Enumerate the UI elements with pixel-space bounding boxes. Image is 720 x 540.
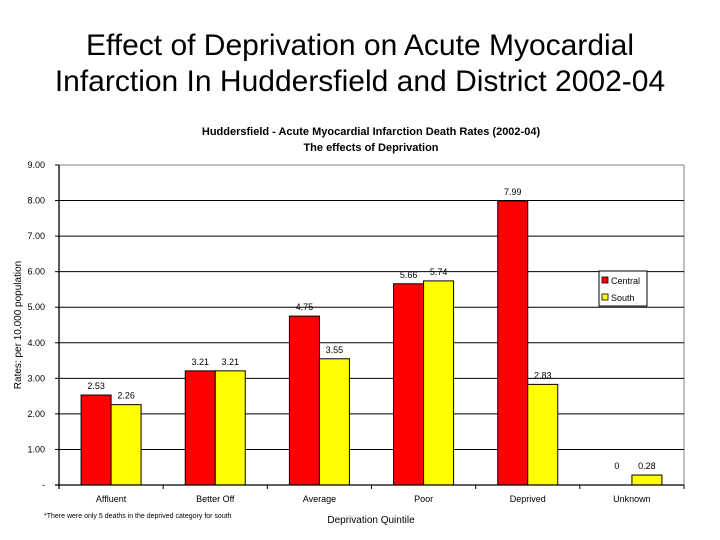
axes: - 1.00 2.00 3.00 4.00 5.00 6.00 7.00 8.00 9.00 Aff… (27, 160, 685, 504)
footnote: *There were only 5 deaths in the deprive… (44, 513, 232, 520)
bar-south (110, 404, 142, 486)
bar-central (80, 394, 112, 486)
data-label: 0 (614, 461, 619, 471)
x-tick-label: Average (303, 494, 336, 504)
y-tick-label: 8.00 (27, 196, 45, 206)
chart-subtitle: The effects of Deprivation (303, 142, 438, 154)
data-label: 3.55 (326, 345, 344, 355)
data-label: 0.28 (638, 461, 656, 471)
data-label: 5.74 (430, 267, 448, 277)
legend: Central South (598, 270, 648, 307)
y-tick-label: 1.00 (27, 444, 45, 454)
slide-title-line-1: Effect of Deprivation on Acute Myocardia… (85, 29, 635, 62)
legend-label-central: Central (611, 276, 640, 286)
y-tick-label: 4.00 (27, 338, 45, 348)
x-tick-label: Unknown (613, 494, 651, 504)
y-tick-label: 3.00 (27, 373, 45, 383)
x-tick-label: Deprived (510, 494, 546, 504)
bar-south (631, 474, 663, 486)
chart-title: Huddersfield - Acute Myocardial Infarcti… (202, 126, 541, 138)
data-label: 2.83 (534, 370, 552, 380)
data-labels: 2.53 2.26 3.21 3.21 4.75 3.55 5.66 5.74 7.99 2.83… (87, 187, 655, 471)
bar-central (393, 283, 425, 486)
y-tick-label: 7.00 (27, 231, 45, 241)
bar-south (527, 383, 559, 486)
data-label: 2.53 (87, 381, 105, 391)
slide-title-line-2: Infarction In Huddersfield and District … (54, 65, 666, 98)
bar-south (423, 280, 455, 486)
data-label: 2.26 (117, 391, 135, 401)
y-tick-label: 6.00 (27, 267, 45, 277)
legend-label-south: South (611, 293, 635, 303)
legend-swatch-south (601, 293, 609, 301)
bar-central (184, 370, 216, 486)
y-axis-label: Rates: per 10,000 population (13, 261, 24, 389)
x-tick-label: Affluent (96, 494, 127, 504)
x-tick-label: Poor (414, 494, 433, 504)
y-tick-label: - (42, 480, 45, 490)
y-tick-label: 5.00 (27, 302, 45, 312)
slide-title: Effect of Deprivation on Acute Myocardia… (0, 28, 720, 100)
bar-central (497, 200, 529, 486)
data-label: 3.21 (191, 357, 209, 367)
gridlines (59, 164, 685, 485)
x-tick-label: Better Off (196, 494, 235, 504)
bar-central (288, 315, 320, 486)
y-tick-label: 9.00 (27, 160, 45, 170)
bar-south (318, 358, 350, 486)
bar-south (214, 370, 246, 486)
y-tick-label: 2.00 (27, 409, 45, 419)
data-label: 7.99 (504, 187, 522, 197)
data-label: 4.75 (296, 302, 314, 312)
legend-swatch-central (601, 276, 609, 284)
data-label: 5.66 (400, 270, 418, 280)
bars (80, 200, 663, 486)
data-label: 3.21 (221, 357, 239, 367)
x-axis-label: Deprivation Quintile (327, 515, 415, 526)
